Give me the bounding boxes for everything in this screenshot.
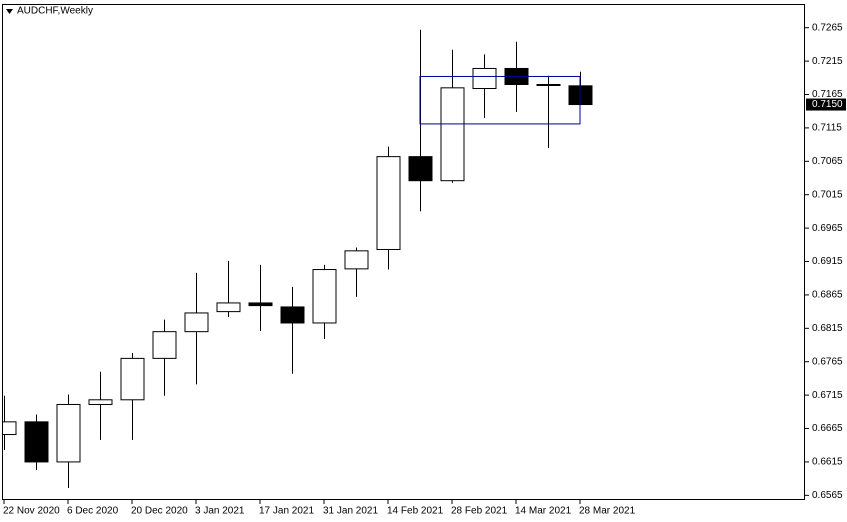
candle-body [184,312,209,333]
menu-arrow [6,9,13,14]
candle-body [56,403,81,463]
y-tick-label: 0.7265 [812,22,843,33]
x-tick-label: 22 Nov 2020 [3,506,60,517]
candle-body [408,156,433,182]
y-tick-label: 0.7065 [812,156,843,167]
y-tick-label: 0.6665 [812,423,843,434]
y-tick-label: 0.6565 [812,490,843,501]
x-tick-label: 28 Mar 2021 [579,506,636,517]
y-tick-label: 0.7165 [812,89,843,100]
candle-body [376,156,401,250]
y-tick-label: 0.6965 [812,223,843,234]
candle-body [152,331,177,359]
candle-body [536,83,561,86]
last-price-box [806,98,846,111]
x-tick-label: 20 Dec 2020 [131,506,188,517]
rectangle-object [419,75,581,125]
x-tick-label: 28 Feb 2021 [451,506,508,517]
plot-frame [2,4,805,500]
candle-body [280,306,305,324]
x-tick-label: 31 Jan 2021 [323,506,378,517]
candle-body [24,421,49,463]
x-tick-label: 17 Jan 2021 [259,506,314,517]
x-tick-label: 6 Dec 2020 [67,506,119,517]
y-tick-label: 0.7115 [812,123,842,134]
candle-body [88,399,113,405]
x-tick-label: 14 Mar 2021 [515,506,572,517]
chart-title: AUDCHF,Weekly [17,6,93,17]
y-tick-label: 0.6615 [812,457,843,468]
y-tick-label: 0.6765 [812,356,843,367]
y-tick-label: 0.6865 [812,290,843,301]
candle-body [312,269,337,324]
x-tick-label: 3 Jan 2021 [195,506,245,517]
y-tick-label: 0.7215 [812,56,843,67]
plot-area [2,29,593,488]
candle-body [216,302,241,313]
y-tick-label: 0.6915 [812,256,843,267]
y-tick-label: 0.7015 [812,189,843,200]
candle-body [2,421,17,436]
x-tick-label: 14 Feb 2021 [387,506,444,517]
candle-body [440,87,465,182]
y-tick-label: 0.6715 [812,390,843,401]
candle-body [248,302,273,307]
y-tick-label: 0.6815 [812,323,843,334]
candle-body [120,357,145,401]
candle-body [472,67,497,90]
candle-body [344,250,369,270]
last-price-label: 0.7150 [812,99,843,110]
